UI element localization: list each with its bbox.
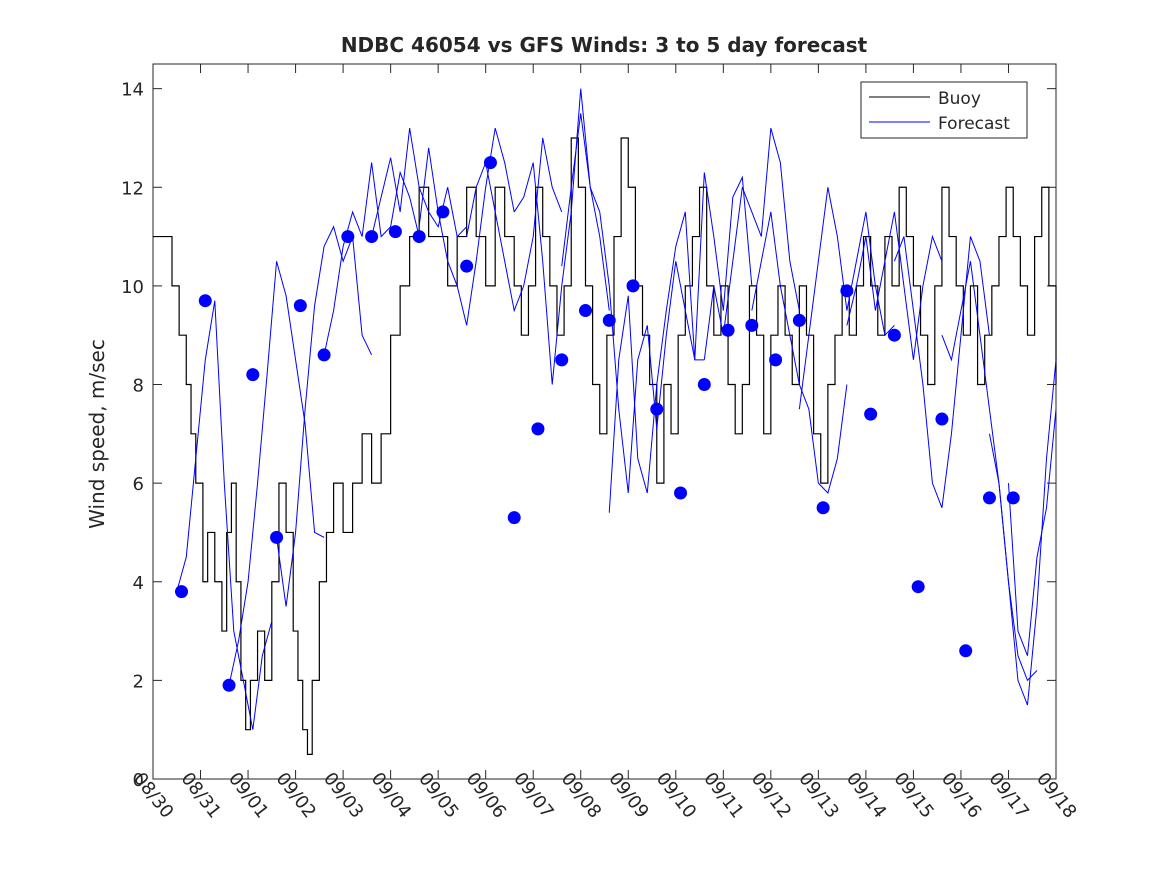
forecast-marker	[745, 318, 759, 332]
y-tick-label: 12	[121, 178, 144, 199]
forecast-line	[228, 261, 325, 686]
forecast-marker	[626, 279, 640, 293]
legend-buoy-label: Buoy	[938, 89, 981, 109]
forecast-marker	[792, 313, 806, 327]
plot-area	[152, 63, 1057, 780]
forecast-line	[513, 88, 610, 385]
forecast-marker	[769, 353, 783, 367]
forecast-marker	[887, 328, 901, 342]
y-tick-label: 6	[133, 474, 144, 495]
forecast-line	[466, 137, 563, 313]
forecast-line	[1007, 409, 1057, 656]
forecast-line	[751, 211, 848, 494]
axis-ticks	[152, 64, 1057, 780]
forecast-marker	[222, 678, 236, 692]
forecast-series	[176, 88, 1057, 730]
forecast-marker	[483, 156, 497, 170]
forecast-marker	[175, 585, 189, 599]
forecast-marker	[578, 304, 592, 318]
forecast-line	[798, 187, 895, 410]
forecast-marker	[1006, 491, 1020, 505]
forecast-marker	[674, 486, 688, 500]
forecast-line	[941, 261, 1038, 682]
forecast-marker	[864, 407, 878, 421]
forecast-line	[608, 211, 705, 513]
buoy-line	[153, 137, 1057, 755]
forecast-marker	[697, 378, 711, 392]
forecast-line	[703, 127, 800, 360]
forecast-marker	[341, 230, 355, 244]
forecast-marker	[436, 205, 450, 219]
forecast-marker	[198, 294, 212, 308]
y-tick-label: 0	[133, 770, 144, 791]
y-tick-label: 14	[121, 80, 144, 101]
forecast-marker	[365, 230, 379, 244]
legend: Buoy Forecast	[860, 81, 1028, 139]
forecast-line	[176, 300, 273, 730]
buoy-series	[153, 137, 1057, 755]
forecast-marker	[555, 353, 569, 367]
legend-forecast-label: Forecast	[938, 114, 1010, 134]
forecast-marker	[650, 402, 664, 416]
forecast-marker	[959, 644, 973, 658]
forecast-marker	[412, 230, 426, 244]
forecast-line	[893, 236, 990, 508]
forecast-marker	[317, 348, 331, 362]
forecast-marker	[721, 323, 735, 337]
y-tick-label: 4	[133, 573, 144, 594]
forecast-line	[276, 225, 373, 607]
forecast-markers	[175, 156, 1020, 692]
chart-title: NDBC 46054 vs GFS Winds: 3 to 5 day fore…	[341, 33, 868, 57]
forecast-marker	[531, 422, 545, 436]
forecast-line	[988, 359, 1057, 706]
forecast-line	[561, 113, 658, 494]
forecast-marker	[935, 412, 949, 426]
forecast-marker	[507, 511, 521, 525]
plot-frame	[152, 63, 1057, 780]
forecast-marker	[293, 299, 307, 313]
forecast-marker	[816, 501, 830, 515]
forecast-line	[418, 127, 515, 326]
y-axis-label: Wind speed, m/sec	[85, 339, 109, 529]
forecast-marker	[602, 313, 616, 327]
forecast-marker	[982, 491, 996, 505]
forecast-line	[656, 172, 753, 429]
forecast-marker	[246, 368, 260, 382]
y-tick-labels: 0 2 4 6 8 10 12 14	[121, 80, 144, 791]
y-tick-label: 10	[121, 277, 144, 298]
legend-box	[860, 81, 1028, 139]
forecast-marker	[388, 225, 402, 239]
forecast-line	[846, 211, 943, 360]
forecast-line	[371, 128, 468, 238]
forecast-marker	[911, 580, 925, 594]
forecast-marker	[460, 259, 474, 273]
forecast-marker	[270, 530, 284, 544]
y-tick-label: 2	[133, 671, 144, 692]
forecast-marker	[840, 284, 854, 298]
y-tick-label: 8	[133, 376, 144, 397]
